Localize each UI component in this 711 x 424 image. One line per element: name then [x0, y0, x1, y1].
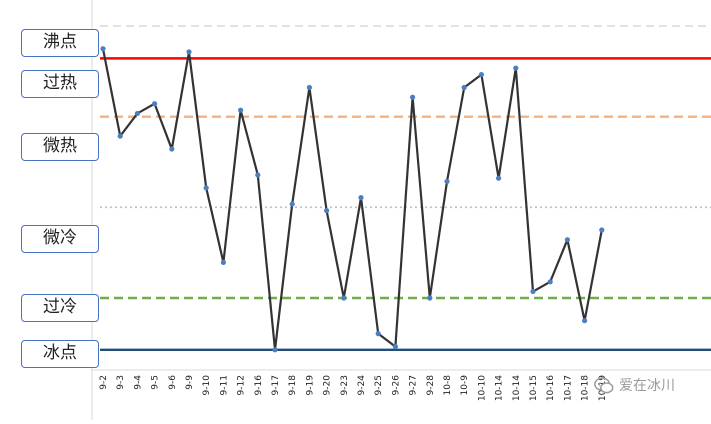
x-tick-label-16: 9-25: [374, 375, 384, 395]
series-line-0: [101, 48, 603, 351]
data-point-0: [100, 46, 106, 52]
data-point-7: [220, 259, 226, 265]
data-point-13: [324, 207, 330, 214]
x-tick-label-1: 9-3: [116, 375, 126, 390]
x-tick-label-3: 9-5: [151, 375, 161, 390]
x-tick-label-17: 9-26: [391, 375, 401, 396]
data-point-22: [478, 71, 484, 78]
level-label-cool: 微冷: [21, 225, 99, 253]
data-point-27: [564, 237, 571, 243]
x-tick-label-28: 10-18: [581, 375, 591, 401]
x-tick-label-23: 10-14: [495, 375, 505, 401]
x-tick-label-21: 10-9: [460, 375, 470, 396]
watermark-text: 爱在冰川: [619, 378, 675, 394]
wechat-icon: [594, 377, 614, 394]
x-tick-label-24: 10-14: [512, 375, 522, 401]
x-tick-label-4: 9-6: [168, 375, 178, 390]
level-label-warm: 微热: [21, 133, 99, 161]
data-point-23: [496, 175, 502, 181]
level-label-freezing: 冰点: [21, 340, 99, 368]
x-tick-label-12: 9-19: [305, 375, 315, 396]
x-tick-label-2: 9-4: [133, 375, 143, 390]
data-point-17: [392, 343, 398, 350]
data-point-4: [169, 146, 175, 152]
data-point-6: [203, 185, 209, 191]
data-point-5: [186, 49, 192, 55]
x-tick-label-5: 9-9: [185, 375, 195, 390]
data-point-26: [547, 279, 553, 285]
x-tick-label-0: 9-2: [99, 375, 109, 390]
data-point-25: [530, 288, 536, 295]
data-point-20: [444, 178, 450, 185]
data-point-16: [375, 331, 381, 337]
x-tick-label-7: 9-11: [219, 375, 229, 395]
data-point-24: [513, 65, 519, 71]
x-tick-label-27: 10-17: [563, 375, 573, 401]
x-tick-label-22: 10-10: [477, 375, 487, 401]
level-label-boiling: 沸点: [21, 29, 99, 57]
x-tick-label-26: 10-16: [546, 375, 556, 401]
data-point-9: [255, 172, 261, 178]
x-tick-label-13: 9-20: [323, 375, 333, 396]
data-point-19: [427, 295, 433, 301]
x-tick-label-18: 9-27: [409, 375, 419, 395]
data-point-8: [238, 107, 244, 113]
data-point-10: [272, 347, 278, 353]
x-tick-label-19: 9-28: [426, 375, 436, 396]
data-point-21: [461, 84, 467, 91]
x-tick-label-10: 9-17: [271, 375, 281, 395]
x-tick-label-20: 10-8: [443, 375, 453, 396]
x-tick-label-14: 9-23: [340, 375, 350, 395]
x-tick-label-11: 9-18: [288, 375, 298, 396]
level-label-overcool: 过冷: [21, 294, 99, 322]
x-tick-label-15: 9-24: [357, 375, 367, 396]
watermark: 爱在冰川: [593, 373, 675, 399]
data-point-29: [599, 227, 605, 233]
data-point-14: [341, 295, 347, 301]
data-point-1: [117, 133, 123, 139]
x-tick-label-9: 9-16: [254, 375, 264, 396]
data-point-15: [358, 195, 364, 201]
x-tick-label-8: 9-12: [237, 375, 247, 395]
data-point-11: [289, 201, 295, 207]
data-point-12: [306, 84, 312, 91]
data-point-28: [582, 318, 588, 324]
level-label-overheat: 过热: [21, 70, 99, 98]
x-tick-label-6: 9-10: [202, 375, 212, 396]
data-point-3: [152, 101, 158, 107]
data-point-18: [410, 94, 416, 100]
x-tick-label-25: 10-15: [529, 375, 539, 401]
data-point-2: [134, 110, 140, 117]
